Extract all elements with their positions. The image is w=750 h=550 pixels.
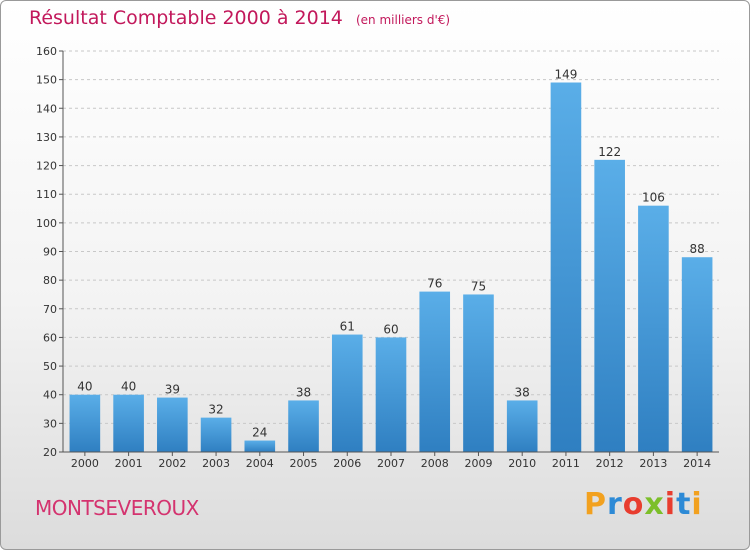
y-tick-label: 160 [36,45,57,58]
bar-value-label: 40 [77,380,92,394]
bar [200,417,232,452]
title-group: Résultat Comptable 2000 à 2014 (en milli… [29,7,450,29]
bar-value-label: 24 [252,426,267,440]
proxiti-logo[interactable]: Proxiti [584,487,703,522]
bars [69,82,713,453]
logo-letter: o [622,487,645,522]
x-tick-label: 2006 [333,457,361,470]
y-tick-label: 150 [36,74,57,87]
bar [113,394,144,452]
y-tick-label: 30 [43,417,57,430]
bar [244,440,276,452]
bar [331,334,363,452]
bar-value-label: 88 [689,242,704,256]
x-tick-label: 2004 [246,457,274,470]
bar [157,397,188,452]
y-tick-label: 40 [43,389,57,402]
y-tick-label: 70 [43,303,57,316]
x-tick-label: 2012 [596,457,624,470]
bar-value-label: 61 [340,320,355,334]
y-tick-label: 60 [43,331,57,344]
commune-name: MONTSEVEROUX [35,496,199,520]
x-tick-label: 2000 [71,457,99,470]
logo-letter: i [691,487,703,522]
bar-value-label: 122 [598,145,621,159]
y-tick-label: 20 [43,446,57,459]
logo-letter: P [584,487,607,522]
bar-value-label: 32 [208,403,223,417]
x-tick-label: 2002 [158,457,186,470]
bar-value-label: 106 [642,191,665,205]
logo-letter: r [607,487,623,522]
logo-letter: i [664,487,677,522]
bar-value-label: 149 [554,68,577,82]
y-tick-label: 130 [36,131,57,144]
y-tick-label: 80 [43,274,57,287]
x-tick-label: 2014 [683,457,711,470]
x-tick-label: 2010 [508,457,536,470]
bar [419,291,451,452]
chart-title: Résultat Comptable 2000 à 2014 [29,7,343,29]
y-tick-label: 140 [36,102,57,115]
bar-value-label: 76 [427,277,442,291]
logo-letter: t [676,487,692,522]
bar [288,400,319,452]
x-tick-label: 2009 [464,457,492,470]
bar [463,294,494,452]
bar [550,82,582,452]
logo-letter: x [644,487,665,522]
x-tick-label: 2008 [421,457,449,470]
bar-value-label: 38 [296,385,311,399]
y-tick-label: 50 [43,360,57,373]
y-tick-label: 100 [36,217,57,230]
x-tick-label: 2005 [290,457,318,470]
x-tick-label: 2013 [639,457,667,470]
labels: 20 30 40 50 60 70 80 90 100 110 120 130 140 150 160 40 2… [36,45,711,470]
x-tick-label: 2001 [115,457,143,470]
bar-value-label: 40 [121,380,136,394]
bar [594,159,625,453]
bar-value-label: 75 [471,279,486,293]
bar [506,400,538,452]
bar [375,337,407,452]
bar-value-label: 39 [165,383,180,397]
bar-value-label: 38 [515,385,530,399]
axes [59,50,719,456]
bar [638,205,669,452]
chart-subtitle: (en milliers d'€) [355,13,451,27]
x-tick-label: 2007 [377,457,405,470]
y-tick-label: 110 [36,188,57,201]
y-tick-label: 120 [36,160,57,173]
bar [681,257,713,452]
y-tick-label: 90 [43,246,57,259]
bar [69,394,101,452]
bar-value-label: 60 [383,322,398,336]
x-tick-label: 2011 [552,457,580,470]
x-tick-label: 2003 [202,457,230,470]
